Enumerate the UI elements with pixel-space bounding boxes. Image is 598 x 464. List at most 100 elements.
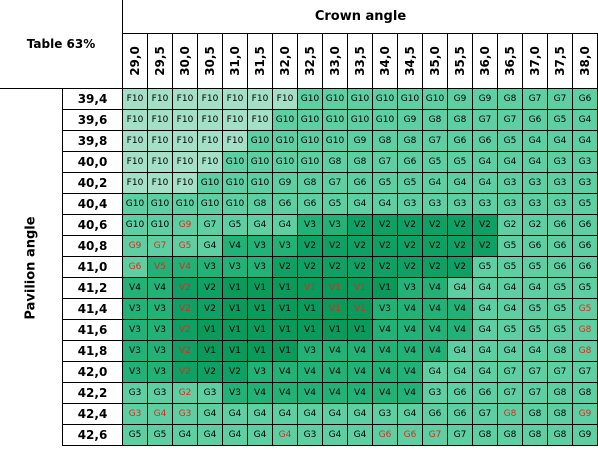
grade-cell: F10 <box>123 89 148 110</box>
grade-cell: G10 <box>323 89 348 110</box>
crown-angle-header: 34,0 <box>373 34 398 89</box>
grade-cell: F10 <box>223 131 248 152</box>
grade-cell: G7 <box>523 383 548 404</box>
grade-cell: G6 <box>548 236 573 257</box>
grade-cell: G10 <box>298 110 323 131</box>
grade-cell: G5 <box>473 257 498 278</box>
grade-cell: V4 <box>448 299 473 320</box>
grade-cell: G6 <box>573 89 598 110</box>
grade-cell: G7 <box>373 152 398 173</box>
grade-cell: G10 <box>373 89 398 110</box>
grade-cell: V2 <box>348 215 373 236</box>
grade-cell: G8 <box>573 341 598 362</box>
grade-cell: G8 <box>498 404 523 425</box>
grade-cell: G3 <box>198 383 223 404</box>
grade-cell: G8 <box>573 320 598 341</box>
grade-cell: G10 <box>223 194 248 215</box>
grade-cell: G9 <box>398 110 423 131</box>
grade-cell: G9 <box>123 236 148 257</box>
grade-cell: F10 <box>148 131 173 152</box>
crown-angle-header: 32,5 <box>298 34 323 89</box>
grade-cell: F10 <box>148 173 173 194</box>
grade-cell: G8 <box>498 89 523 110</box>
grade-cell: G3 <box>573 173 598 194</box>
grade-cell: G10 <box>423 89 448 110</box>
grade-cell: G4 <box>323 404 348 425</box>
grade-cell: G8 <box>548 425 573 446</box>
grade-cell: G7 <box>473 110 498 131</box>
grade-cell: G10 <box>348 89 373 110</box>
grade-cell: G3 <box>398 194 423 215</box>
crown-angle-header: 36,5 <box>498 34 523 89</box>
grade-cell: V1 <box>198 341 223 362</box>
grade-cell: V2 <box>473 236 498 257</box>
grade-cell: G8 <box>298 173 323 194</box>
grade-cell: G4 <box>448 341 473 362</box>
grade-cell: G10 <box>198 173 223 194</box>
grade-cell: G5 <box>323 194 348 215</box>
grade-cell: V2 <box>173 362 198 383</box>
grade-cell: G6 <box>573 236 598 257</box>
grade-cell: V4 <box>248 383 273 404</box>
grade-cell: G6 <box>273 194 298 215</box>
grade-cell: F10 <box>223 89 248 110</box>
grade-cell: G4 <box>248 404 273 425</box>
grade-cell: G3 <box>523 194 548 215</box>
grade-cell: F10 <box>148 110 173 131</box>
grade-cell: V2 <box>173 278 198 299</box>
grade-cell: G5 <box>573 299 598 320</box>
grade-cell: V3 <box>148 320 173 341</box>
grade-cell: G5 <box>373 173 398 194</box>
grade-cell: V2 <box>223 362 248 383</box>
grade-cell: G4 <box>473 320 498 341</box>
grade-cell: G4 <box>348 404 373 425</box>
pavilion-angle-header: 41,6 <box>63 320 123 341</box>
grade-cell: G10 <box>248 152 273 173</box>
crown-angle-value: 34,0 <box>378 46 392 76</box>
grade-cell: G4 <box>273 215 298 236</box>
grade-cell: G3 <box>298 425 323 446</box>
grade-cell: G4 <box>473 341 498 362</box>
grade-cell: F10 <box>248 110 273 131</box>
grade-cell: V2 <box>198 278 223 299</box>
grade-cell: G4 <box>298 404 323 425</box>
grade-cell: F10 <box>273 89 298 110</box>
grade-cell: G4 <box>198 236 223 257</box>
grade-cell: G8 <box>348 152 373 173</box>
grade-cell: G6 <box>448 404 473 425</box>
grade-cell: V2 <box>448 257 473 278</box>
grade-cell: G5 <box>148 425 173 446</box>
grade-cell: V1 <box>273 278 298 299</box>
grade-cell: V4 <box>323 341 348 362</box>
grade-cell: G8 <box>548 383 573 404</box>
grade-cell: V3 <box>148 362 173 383</box>
grade-cell: V2 <box>473 215 498 236</box>
grade-cell: G9 <box>448 89 473 110</box>
grade-cell: G4 <box>498 278 523 299</box>
pavilion-angle-header: 41,2 <box>63 278 123 299</box>
grade-cell: V1 <box>298 299 323 320</box>
grade-cell: G3 <box>548 152 573 173</box>
pavilion-angle-header: 40,0 <box>63 152 123 173</box>
crown-angle-value: 35,5 <box>453 46 467 76</box>
grade-cell: F10 <box>223 110 248 131</box>
grade-cell: G10 <box>298 89 323 110</box>
grade-cell: G5 <box>573 194 598 215</box>
grade-cell: F10 <box>123 152 148 173</box>
grade-cell: G5 <box>498 320 523 341</box>
grade-cell: G10 <box>198 194 223 215</box>
grade-cell: F10 <box>248 89 273 110</box>
grade-cell: V2 <box>398 215 423 236</box>
grade-cell: V4 <box>348 383 373 404</box>
crown-angle-header: 35,0 <box>423 34 448 89</box>
grade-cell: G8 <box>398 131 423 152</box>
grade-cell: G7 <box>573 362 598 383</box>
grade-cell: V5 <box>148 257 173 278</box>
grade-cell: G8 <box>523 404 548 425</box>
grade-cell: G4 <box>198 425 223 446</box>
grade-cell: F10 <box>198 131 223 152</box>
grade-cell: G8 <box>448 110 473 131</box>
grade-cell: G10 <box>298 131 323 152</box>
grade-cell: F10 <box>173 152 198 173</box>
grade-cell: V4 <box>273 362 298 383</box>
